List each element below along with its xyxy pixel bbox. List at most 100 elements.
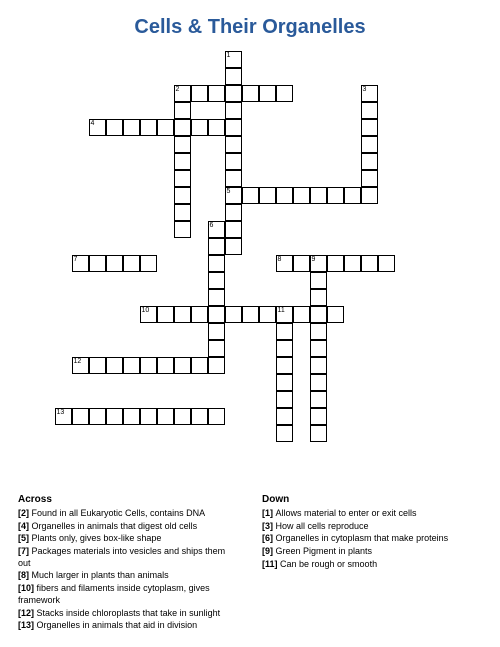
- grid-cell[interactable]: [225, 170, 242, 187]
- grid-cell[interactable]: [276, 340, 293, 357]
- grid-cell[interactable]: [361, 187, 378, 204]
- grid-cell[interactable]: 2: [174, 85, 191, 102]
- grid-cell[interactable]: [140, 357, 157, 374]
- grid-cell[interactable]: 4: [89, 119, 106, 136]
- grid-cell[interactable]: [293, 255, 310, 272]
- grid-cell[interactable]: 10: [140, 306, 157, 323]
- grid-cell[interactable]: [310, 289, 327, 306]
- grid-cell[interactable]: [174, 119, 191, 136]
- grid-cell[interactable]: [157, 306, 174, 323]
- grid-cell[interactable]: [327, 187, 344, 204]
- grid-cell[interactable]: [174, 153, 191, 170]
- grid-cell[interactable]: [191, 119, 208, 136]
- grid-cell[interactable]: [106, 119, 123, 136]
- grid-cell[interactable]: [208, 408, 225, 425]
- grid-cell[interactable]: [276, 425, 293, 442]
- grid-cell[interactable]: [310, 272, 327, 289]
- grid-cell[interactable]: [191, 408, 208, 425]
- grid-cell[interactable]: [242, 85, 259, 102]
- grid-cell[interactable]: [310, 340, 327, 357]
- grid-cell[interactable]: [225, 221, 242, 238]
- grid-cell[interactable]: [310, 357, 327, 374]
- grid-cell[interactable]: [123, 408, 140, 425]
- grid-cell[interactable]: [208, 238, 225, 255]
- grid-cell[interactable]: [174, 204, 191, 221]
- grid-cell[interactable]: [361, 153, 378, 170]
- grid-cell[interactable]: [191, 357, 208, 374]
- grid-cell[interactable]: [361, 170, 378, 187]
- grid-cell[interactable]: [310, 306, 327, 323]
- grid-cell[interactable]: [242, 306, 259, 323]
- grid-cell[interactable]: [361, 102, 378, 119]
- grid-cell[interactable]: [106, 408, 123, 425]
- grid-cell[interactable]: [208, 289, 225, 306]
- grid-cell[interactable]: [293, 187, 310, 204]
- grid-cell[interactable]: [208, 272, 225, 289]
- grid-cell[interactable]: [225, 68, 242, 85]
- grid-cell[interactable]: [276, 85, 293, 102]
- grid-cell[interactable]: 7: [72, 255, 89, 272]
- grid-cell[interactable]: [89, 357, 106, 374]
- grid-cell[interactable]: 8: [276, 255, 293, 272]
- grid-cell[interactable]: [106, 357, 123, 374]
- grid-cell[interactable]: [157, 357, 174, 374]
- grid-cell[interactable]: [225, 136, 242, 153]
- grid-cell[interactable]: [276, 374, 293, 391]
- grid-cell[interactable]: [310, 391, 327, 408]
- grid-cell[interactable]: [174, 306, 191, 323]
- grid-cell[interactable]: 5: [225, 187, 242, 204]
- grid-cell[interactable]: [140, 408, 157, 425]
- grid-cell[interactable]: [208, 357, 225, 374]
- grid-cell[interactable]: [344, 187, 361, 204]
- grid-cell[interactable]: [276, 391, 293, 408]
- grid-cell[interactable]: 6: [208, 221, 225, 238]
- grid-cell[interactable]: [276, 408, 293, 425]
- grid-cell[interactable]: [344, 255, 361, 272]
- grid-cell[interactable]: [140, 255, 157, 272]
- grid-cell[interactable]: [225, 204, 242, 221]
- grid-cell[interactable]: [225, 119, 242, 136]
- grid-cell[interactable]: [208, 306, 225, 323]
- grid-cell[interactable]: [174, 170, 191, 187]
- grid-cell[interactable]: [89, 255, 106, 272]
- grid-cell[interactable]: [191, 85, 208, 102]
- grid-cell[interactable]: [174, 221, 191, 238]
- grid-cell[interactable]: [208, 85, 225, 102]
- grid-cell[interactable]: [225, 102, 242, 119]
- grid-cell[interactable]: 1: [225, 51, 242, 68]
- grid-cell[interactable]: [327, 306, 344, 323]
- grid-cell[interactable]: [72, 408, 89, 425]
- grid-cell[interactable]: [123, 357, 140, 374]
- grid-cell[interactable]: 12: [72, 357, 89, 374]
- grid-cell[interactable]: 3: [361, 85, 378, 102]
- grid-cell[interactable]: [208, 119, 225, 136]
- grid-cell[interactable]: [378, 255, 395, 272]
- grid-cell[interactable]: [174, 102, 191, 119]
- grid-cell[interactable]: [276, 357, 293, 374]
- grid-cell[interactable]: [242, 187, 259, 204]
- grid-cell[interactable]: [106, 255, 123, 272]
- grid-cell[interactable]: [225, 238, 242, 255]
- grid-cell[interactable]: [225, 153, 242, 170]
- grid-cell[interactable]: 11: [276, 306, 293, 323]
- grid-cell[interactable]: [259, 85, 276, 102]
- grid-cell[interactable]: [174, 136, 191, 153]
- grid-cell[interactable]: [174, 187, 191, 204]
- grid-cell[interactable]: [293, 306, 310, 323]
- grid-cell[interactable]: [310, 408, 327, 425]
- grid-cell[interactable]: [208, 340, 225, 357]
- grid-cell[interactable]: [259, 187, 276, 204]
- grid-cell[interactable]: [89, 408, 106, 425]
- grid-cell[interactable]: [123, 119, 140, 136]
- grid-cell[interactable]: [361, 119, 378, 136]
- grid-cell[interactable]: [361, 255, 378, 272]
- grid-cell[interactable]: [157, 119, 174, 136]
- grid-cell[interactable]: [174, 408, 191, 425]
- grid-cell[interactable]: [276, 187, 293, 204]
- grid-cell[interactable]: [259, 306, 276, 323]
- grid-cell[interactable]: [123, 255, 140, 272]
- grid-cell[interactable]: [208, 323, 225, 340]
- grid-cell[interactable]: [310, 374, 327, 391]
- grid-cell[interactable]: 13: [55, 408, 72, 425]
- grid-cell[interactable]: [140, 119, 157, 136]
